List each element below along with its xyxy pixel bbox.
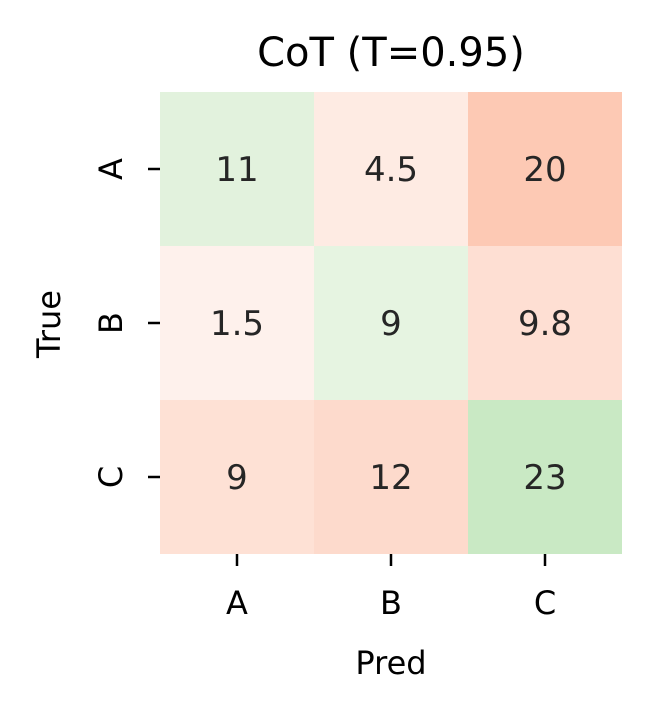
y-axis-label: True (30, 290, 68, 359)
x-tick-label-a: A (226, 584, 248, 622)
x-axis-ticks: A B C (226, 554, 556, 622)
heatmap-cell-b-a (160, 246, 314, 400)
heatmap-cell-label-c-a: 9 (226, 458, 248, 498)
heatmap-cell-label-b-a: 1.5 (210, 304, 264, 344)
heatmap-cell-a-c (468, 92, 622, 246)
heatmap-cell-label-c-b: 12 (369, 458, 412, 498)
heatmap-cell-c-a (160, 400, 314, 554)
heatmap-cell-label-b-b: 9 (380, 304, 402, 344)
heatmap-cell-c-b (314, 400, 468, 554)
y-tick-label-a: A (92, 158, 130, 180)
heatmap-cell-label-a-a: 11 (215, 150, 258, 190)
heatmap-cell-label-a-c: 20 (523, 150, 566, 190)
heatmap-cell-c-c (468, 400, 622, 554)
heatmap-cell-a-b (314, 92, 468, 246)
heatmap-cell-label-a-b: 4.5 (364, 150, 418, 190)
y-tick-label-c: C (92, 466, 130, 488)
heatmap-cell-a-a (160, 92, 314, 246)
heatmap-cell-labels: 11 4.5 20 1.5 9 9.8 9 12 23 (210, 150, 572, 498)
y-tick-label-b: B (92, 312, 130, 334)
y-axis-ticks: A B C (92, 158, 160, 488)
x-tick-label-c: C (534, 584, 556, 622)
heatmap-cell-b-c (468, 246, 622, 400)
chart-title: CoT (T=0.95) (257, 30, 525, 76)
heatmap-cell-label-b-c: 9.8 (518, 304, 572, 344)
x-axis-label: Pred (355, 644, 426, 682)
heatmap-cell-label-c-c: 23 (523, 458, 566, 498)
heatmap-cells (160, 92, 622, 554)
x-tick-label-b: B (380, 584, 402, 622)
heatmap-cell-b-b (314, 246, 468, 400)
